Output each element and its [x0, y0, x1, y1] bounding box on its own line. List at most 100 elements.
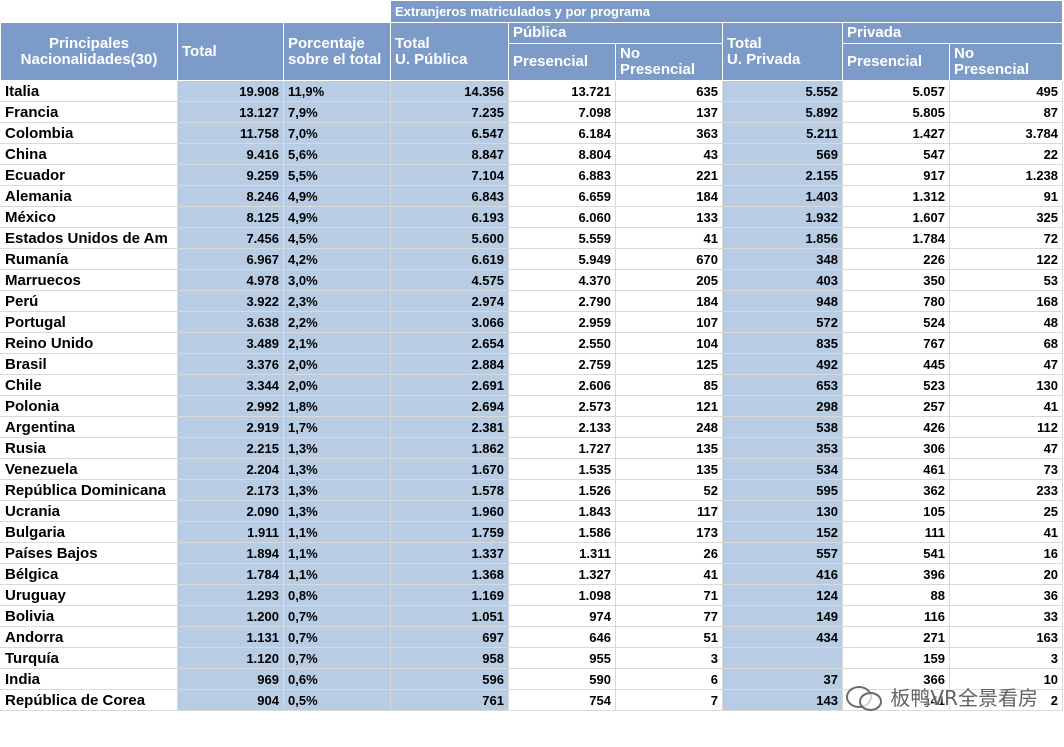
cell-total: 1.293	[177, 584, 284, 606]
cell-total: 7.456	[177, 227, 284, 249]
cell-publica-presencial: 646	[508, 626, 616, 648]
table-body: Italia 19.908 11,9% 14.356 13.721 635 5.552 5.0…	[0, 80, 1064, 711]
cell-privada-presencial: 1.427	[842, 122, 950, 144]
table-row: Bélgica 1.784 1,1% 1.368 1.327 41 416 396 20	[0, 563, 1064, 585]
cell-publica-no-presencial: 248	[615, 416, 723, 438]
cell-privada-no-presencial: 20	[948, 563, 1064, 585]
cell-percentage: 5,5%	[283, 164, 391, 186]
cell-total-publica: 8.847	[390, 143, 509, 165]
cell-total-privada: 595	[722, 479, 843, 501]
cell-privada-presencial: 5.057	[842, 80, 950, 102]
cell-total-publica: 6.193	[390, 206, 509, 228]
cell-privada-no-presencial: 10	[948, 668, 1064, 690]
cell-percentage: 0,7%	[283, 626, 391, 648]
cell-publica-presencial: 2.790	[508, 290, 616, 312]
cell-percentage: 0,8%	[283, 584, 391, 606]
header-total-publica-line1: Total	[395, 34, 430, 52]
cell-percentage: 7,0%	[283, 122, 391, 144]
cell-publica-presencial: 955	[508, 647, 616, 669]
table-row: Rusia 2.215 1,3% 1.862 1.727 135 353 306 47	[0, 437, 1064, 459]
cell-total-publica: 6.843	[390, 185, 509, 207]
cell-publica-no-presencial: 3	[615, 647, 723, 669]
table-row: India 969 0,6% 596 590 6 37 366 10	[0, 668, 1064, 690]
cell-total-publica: 2.691	[390, 374, 509, 396]
cell-total: 13.127	[177, 101, 284, 123]
cell-total-privada: 353	[722, 437, 843, 459]
cell-total-publica: 3.066	[390, 311, 509, 333]
cell-publica-presencial: 1.535	[508, 458, 616, 480]
cell-publica-presencial: 2.959	[508, 311, 616, 333]
header-total-publica: Total U. Pública	[390, 22, 509, 81]
cell-total-publica: 5.600	[390, 227, 509, 249]
header-presencial-privada: Presencial	[842, 43, 950, 81]
table-row: Uruguay 1.293 0,8% 1.169 1.098 71 124 88 36	[0, 584, 1064, 606]
cell-total-publica: 1.759	[390, 521, 509, 543]
cell-publica-no-presencial: 7	[615, 689, 723, 711]
cell-nationality: Rusia	[0, 437, 178, 459]
cell-total-publica: 1.960	[390, 500, 509, 522]
table-row: Andorra 1.131 0,7% 697 646 51 434 271 163	[0, 626, 1064, 648]
table-row: Ucrania 2.090 1,3% 1.960 1.843 117 130 105 25	[0, 500, 1064, 522]
cell-publica-presencial: 1.311	[508, 542, 616, 564]
cell-percentage: 0,7%	[283, 605, 391, 627]
header-no-presencial-privada-line2: Presencial	[954, 61, 1030, 78]
cell-percentage: 1,7%	[283, 416, 391, 438]
cell-total-privada: 348	[722, 248, 843, 270]
cell-privada-no-presencial: 495	[948, 80, 1064, 102]
header-percentage-line2: sobre el total	[288, 50, 382, 68]
cell-total: 2.919	[177, 416, 284, 438]
cell-privada-presencial: 88	[842, 584, 950, 606]
cell-publica-no-presencial: 41	[615, 563, 723, 585]
cell-publica-no-presencial: 135	[615, 437, 723, 459]
cell-total-publica: 14.356	[390, 80, 509, 102]
cell-total-publica: 697	[390, 626, 509, 648]
cell-publica-no-presencial: 205	[615, 269, 723, 291]
cell-total: 11.758	[177, 122, 284, 144]
cell-publica-no-presencial: 670	[615, 248, 723, 270]
cell-publica-presencial: 1.727	[508, 437, 616, 459]
cell-total: 1.120	[177, 647, 284, 669]
cell-nationality: Andorra	[0, 626, 178, 648]
cell-privada-presencial: 257	[842, 395, 950, 417]
cell-percentage: 1,1%	[283, 542, 391, 564]
cell-nationality: China	[0, 143, 178, 165]
cell-privada-no-presencial: 36	[948, 584, 1064, 606]
cell-privada-presencial: 780	[842, 290, 950, 312]
cell-publica-no-presencial: 184	[615, 290, 723, 312]
cell-total-privada: 416	[722, 563, 843, 585]
cell-publica-no-presencial: 52	[615, 479, 723, 501]
cell-privada-presencial: 524	[842, 311, 950, 333]
cell-privada-no-presencial: 325	[948, 206, 1064, 228]
cell-privada-no-presencial: 3	[948, 647, 1064, 669]
table-row: Brasil 3.376 2,0% 2.884 2.759 125 492 445 47	[0, 353, 1064, 375]
cell-publica-presencial: 8.804	[508, 143, 616, 165]
cell-percentage: 11,9%	[283, 80, 391, 102]
cell-nationality: Alemania	[0, 185, 178, 207]
cell-privada-presencial: 226	[842, 248, 950, 270]
cell-publica-presencial: 2.550	[508, 332, 616, 354]
cell-privada-no-presencial: 1.238	[948, 164, 1064, 186]
cell-percentage: 0,6%	[283, 668, 391, 690]
cell-total: 2.215	[177, 437, 284, 459]
cell-privada-presencial: 1.607	[842, 206, 950, 228]
cell-privada-no-presencial: 53	[948, 269, 1064, 291]
cell-privada-no-presencial: 47	[948, 437, 1064, 459]
cell-nationality: Bulgaria	[0, 521, 178, 543]
cell-publica-no-presencial: 133	[615, 206, 723, 228]
cell-total-privada: 569	[722, 143, 843, 165]
cell-publica-presencial: 4.370	[508, 269, 616, 291]
cell-nationality: Perú	[0, 290, 178, 312]
header-total: Total	[177, 22, 284, 81]
cell-publica-presencial: 6.184	[508, 122, 616, 144]
cell-total-privada: 149	[722, 605, 843, 627]
cell-privada-presencial: 366	[842, 668, 950, 690]
cell-total: 904	[177, 689, 284, 711]
cell-privada-presencial: 396	[842, 563, 950, 585]
cell-publica-no-presencial: 121	[615, 395, 723, 417]
cell-total: 2.204	[177, 458, 284, 480]
cell-publica-presencial: 590	[508, 668, 616, 690]
cell-privada-presencial: 105	[842, 500, 950, 522]
cell-privada-presencial: 362	[842, 479, 950, 501]
cell-percentage: 2,0%	[283, 353, 391, 375]
cell-privada-no-presencial: 22	[948, 143, 1064, 165]
